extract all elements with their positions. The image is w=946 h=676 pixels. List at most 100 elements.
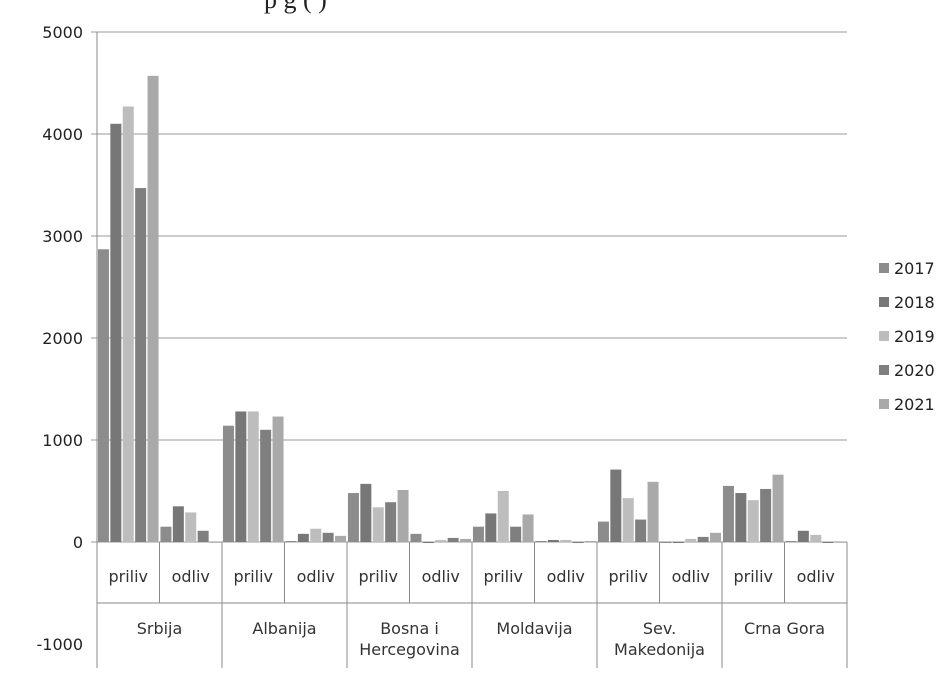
bar-2017-6 — [472, 526, 484, 542]
bar-2021-10 — [772, 474, 784, 542]
group-label: Moldavija — [496, 619, 572, 638]
bar-2020-0 — [135, 188, 147, 542]
subcategory-label: odliv — [797, 567, 835, 586]
y-tick-label: 1000 — [42, 431, 83, 450]
legend: 2017 2018 2019 2020 2021 — [879, 259, 935, 414]
bar-2020-9 — [697, 536, 709, 542]
y-tick-label: 5000 — [42, 23, 83, 42]
bar-2020-7 — [572, 542, 584, 544]
bar-2020-8 — [635, 519, 647, 542]
bar-2017-5 — [410, 533, 422, 542]
group-label: Hercegovina — [359, 640, 460, 659]
group-label: Bosna i — [380, 619, 439, 638]
bar-2019-5 — [435, 539, 447, 542]
legend-swatch-2021 — [879, 399, 889, 409]
bar-2018-11 — [797, 530, 809, 542]
bar-2020-11 — [822, 542, 834, 544]
bar-2017-7 — [535, 540, 547, 542]
legend-label-2021: 2021 — [894, 395, 935, 414]
subcategory-label: odliv — [172, 567, 210, 586]
bar-2020-1 — [197, 530, 209, 542]
y-tick-label: -1000 — [37, 635, 84, 654]
bar-2021-3 — [335, 535, 347, 542]
bar-2017-10 — [722, 485, 734, 542]
legend-swatch-2019 — [879, 331, 889, 341]
bar-2019-1 — [185, 512, 197, 542]
subcategory-label: priliv — [358, 567, 398, 586]
bar-2017-8 — [597, 521, 609, 542]
bar-2019-8 — [622, 498, 634, 542]
group-label: Srbija — [137, 619, 183, 638]
subcategory-label: priliv — [608, 567, 648, 586]
bar-2017-1 — [160, 526, 172, 542]
bars — [97, 75, 847, 544]
y-axis-tick-labels: 5000 4000 3000 2000 1000 0 -1000 — [37, 23, 84, 654]
bar-2017-4 — [347, 493, 359, 542]
legend-label-2018: 2018 — [894, 293, 935, 312]
y-tick-label: 0 — [73, 533, 83, 552]
bar-2021-7 — [585, 540, 597, 542]
bar-2020-5 — [447, 537, 459, 542]
bar-2021-9 — [710, 532, 722, 542]
bar-2020-2 — [260, 429, 272, 542]
bar-2017-3 — [285, 540, 297, 542]
bar-2019-4 — [372, 507, 384, 542]
legend-label-2020: 2020 — [894, 361, 935, 380]
bar-2020-10 — [760, 488, 772, 542]
bar-2019-7 — [560, 539, 572, 542]
bar-2018-4 — [360, 483, 372, 542]
subcategory-label: priliv — [233, 567, 273, 586]
bar-2018-9 — [672, 542, 684, 544]
bar-2017-0 — [97, 249, 109, 542]
legend-label-2019: 2019 — [894, 327, 935, 346]
bar-2020-4 — [385, 502, 397, 542]
gridlines — [91, 31, 847, 644]
group-label: Makedonija — [614, 640, 705, 659]
subcategory-label: priliv — [483, 567, 523, 586]
bar-2017-11 — [785, 540, 797, 542]
group-label: Sev. — [643, 619, 676, 638]
bar-2021-0 — [147, 75, 159, 543]
bar-2019-11 — [810, 534, 822, 542]
bar-2018-5 — [422, 542, 434, 544]
legend-swatch-2018 — [879, 297, 889, 307]
bar-2018-6 — [485, 513, 497, 542]
y-tick-label: 4000 — [42, 125, 83, 144]
legend-swatch-2017 — [879, 263, 889, 273]
bar-2021-11 — [835, 542, 847, 543]
bar-2019-10 — [747, 500, 759, 542]
category-axis: priliv odliv Srbija priliv odliv Albanija pril… — [96, 542, 848, 668]
y-tick-label: 2000 — [42, 329, 83, 348]
bar-2018-0 — [110, 123, 122, 543]
y-tick-label: 3000 — [42, 227, 83, 246]
bar-2021-5 — [460, 538, 472, 542]
bar-2019-3 — [310, 528, 322, 542]
subcategory-label: priliv — [733, 567, 773, 586]
bar-2018-10 — [735, 493, 747, 542]
bar-2021-2 — [272, 416, 284, 542]
bar-2021-4 — [397, 489, 409, 542]
subcategory-label: odliv — [422, 567, 460, 586]
bar-2019-0 — [122, 106, 134, 543]
subcategory-label: odliv — [672, 567, 710, 586]
chart-title-fragment: p g ( ) — [264, 0, 327, 14]
legend-swatch-2020 — [879, 365, 889, 375]
bar-2017-9 — [660, 542, 672, 544]
bar-2021-1 — [210, 542, 222, 543]
bar-2018-1 — [172, 506, 184, 542]
legend-label-2017: 2017 — [894, 259, 935, 278]
bar-2018-7 — [547, 539, 559, 542]
bar-2018-8 — [610, 469, 622, 542]
bar-2017-2 — [222, 425, 234, 542]
bar-2020-3 — [322, 532, 334, 542]
group-label: Crna Gora — [744, 619, 825, 638]
subcategory-label: odliv — [547, 567, 585, 586]
bar-2021-6 — [522, 514, 534, 542]
bar-2018-2 — [235, 411, 247, 542]
bar-2019-9 — [685, 538, 697, 542]
bar-2021-8 — [647, 481, 659, 542]
bar-2019-6 — [497, 491, 509, 542]
subcategory-label: odliv — [297, 567, 335, 586]
bar-2018-3 — [297, 533, 309, 542]
